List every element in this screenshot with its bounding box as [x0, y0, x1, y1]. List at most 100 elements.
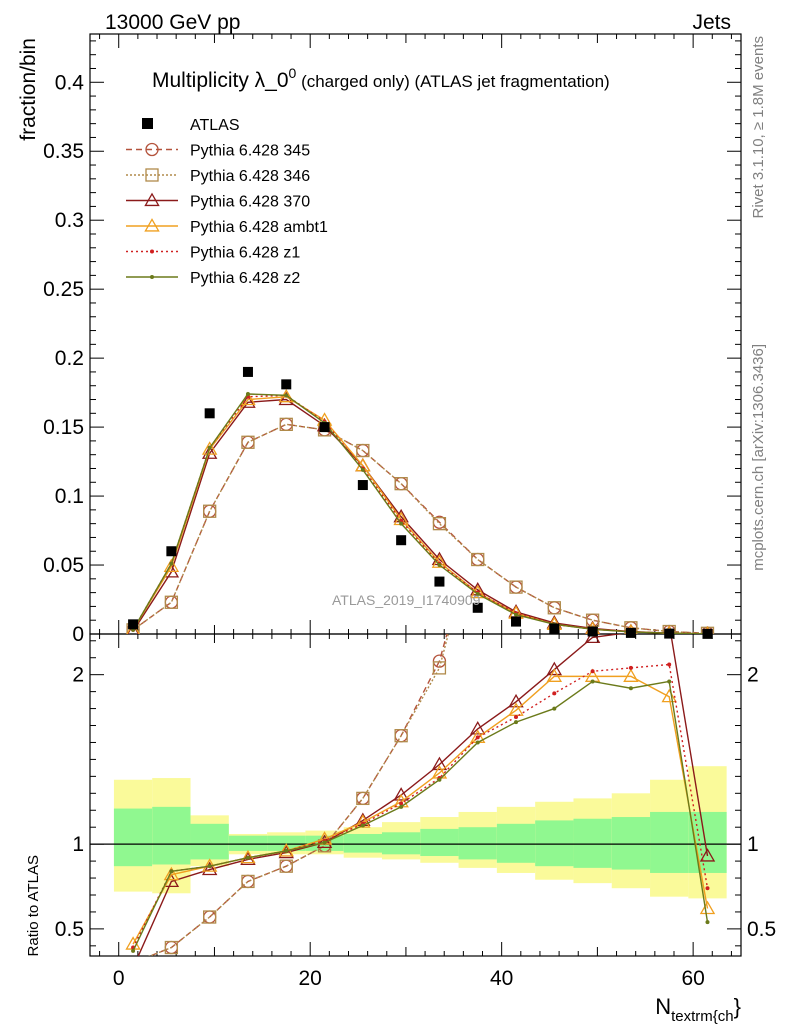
- chart-title-sup: 0: [289, 65, 297, 81]
- atlas-data-point: [549, 623, 560, 634]
- ratio-point-pythia-6-428-346: [164, 940, 179, 955]
- rivet-version-label: Rivet 3.1.10, ≥ 1.8M events: [750, 36, 767, 219]
- ratio-line-pythia-6-428-z2: [132, 680, 709, 952]
- ratio-line-pythia-6-428-345: [148, 634, 448, 956]
- stat-band-bin: [535, 820, 574, 867]
- ratio-point-pythia-6-428-ambt1: [699, 900, 716, 915]
- legend-marker-pythia-6-428-346: [145, 168, 159, 182]
- ratio-point-pythia-6-428-370: [470, 720, 486, 735]
- series-point-pythia-6-428-z2: [169, 561, 174, 566]
- ratio-point-pythia-6-428-346: [279, 859, 293, 873]
- stat-band-bin: [190, 823, 229, 860]
- stat-band-bin: [650, 811, 689, 873]
- ratio-point-pythia-6-428-z1: [552, 691, 557, 696]
- ratio-tick-label-right: 0.5: [747, 918, 776, 941]
- stat-band-bin: [496, 823, 536, 863]
- ratio-point-pythia-6-428-z1: [399, 801, 404, 806]
- atlas-data-point: [434, 576, 445, 587]
- legend-label-pythia-6-428-ambt1: Pythia 6.428 ambt1: [190, 219, 328, 236]
- series-point-pythia-6-428-346: [356, 443, 370, 458]
- legend-label-pythia-6-428-370: Pythia 6.428 370: [190, 194, 310, 211]
- series-point-pythia-6-428-346: [509, 580, 523, 594]
- series-point-pythia-6-428-z2: [360, 467, 365, 472]
- y-tick-label: 0.35: [43, 140, 84, 163]
- series-point-pythia-6-428-370: [126, 623, 140, 634]
- ratio-point-pythia-6-428-ambt1: [163, 866, 180, 881]
- atlas-data-point: [472, 602, 483, 613]
- x-axis-label: Ntextrm{ch}: [655, 994, 741, 1024]
- ratio-point-pythia-6-428-370: [393, 787, 409, 801]
- atlas-data-point: [242, 366, 253, 377]
- series-point-pythia-6-428-345: [585, 613, 600, 627]
- y-tick-label: 0.15: [43, 416, 84, 439]
- ratio-point-pythia-6-428-346: [432, 661, 447, 675]
- series-point-pythia-6-428-346: [432, 517, 447, 531]
- x-axis-label-sub: textrm{ch: [671, 1008, 734, 1024]
- header-energy-label: 13000 GeV pp: [105, 11, 240, 34]
- legend-label-pythia-6-428-345: Pythia 6.428 345: [190, 143, 310, 160]
- ratio-point-pythia-6-428-ambt1: [623, 668, 639, 682]
- analysis-watermark: ATLAS_2019_I1740909: [332, 592, 481, 608]
- ratio-point-pythia-6-428-z2: [284, 848, 289, 853]
- ratio-point-pythia-6-428-z2: [322, 840, 327, 845]
- atlas-data-point: [396, 535, 407, 546]
- ratio-point-pythia-6-428-z2: [667, 679, 672, 684]
- ratio-line-pythia-6-428-346: [148, 634, 450, 956]
- series-point-pythia-6-428-ambt1: [163, 558, 180, 573]
- ratio-point-pythia-6-428-370: [584, 634, 601, 643]
- legend-marker-atlas: [142, 118, 153, 129]
- atlas-data-point: [281, 379, 292, 390]
- series-line-pythia-6-428-z1: [132, 394, 708, 634]
- series-point-pythia-6-428-z2: [207, 445, 212, 450]
- atlas-data-point: [357, 480, 368, 491]
- ratio-y-axis-label: Ratio to ATLAS: [25, 855, 42, 956]
- x-tick-label: 20: [299, 967, 322, 990]
- ratio-tick-label-left: 0.5: [55, 918, 84, 941]
- series-point-pythia-6-428-370: [201, 445, 218, 459]
- stat-band-bin: [573, 818, 612, 868]
- atlas-data-point: [587, 626, 598, 637]
- ratio-point-pythia-6-428-z1: [514, 715, 519, 720]
- ratio-point-pythia-6-428-346: [241, 874, 255, 889]
- chart-title: Multiplicity λ_00 (charged only) (ATLAS …: [152, 65, 610, 92]
- x-tick-label: 0: [113, 967, 125, 990]
- series-point-pythia-6-428-346: [279, 417, 293, 431]
- x-axis-label-main: N: [655, 994, 671, 1019]
- ratio-point-pythia-6-428-z1: [590, 669, 595, 674]
- series-point-pythia-6-428-346: [203, 504, 217, 518]
- series-point-pythia-6-428-346: [471, 552, 485, 567]
- x-axis-label-tail: }: [734, 994, 741, 1019]
- y-tick-label: 0.4: [55, 71, 85, 94]
- series-point-pythia-6-428-z2: [475, 592, 480, 596]
- series-point-pythia-6-428-346: [394, 477, 408, 491]
- ratio-point-pythia-6-428-z2: [552, 706, 557, 711]
- legend: ATLAS Pythia 6.428 345 Pythia 6.428 346 Pyt…: [126, 117, 328, 287]
- ratio-point-pythia-6-428-z2: [475, 740, 480, 745]
- legend-label-pythia-6-428-z1: Pythia 6.428 z1: [190, 245, 300, 262]
- series-point-pythia-6-428-345: [547, 601, 561, 615]
- stat-band-bin: [343, 833, 382, 853]
- y-tick-label: 0: [72, 623, 84, 646]
- ratio-point-pythia-6-428-ambt1: [661, 688, 677, 703]
- atlas-data-point: [128, 619, 139, 630]
- ratio-point-pythia-6-428-370: [699, 848, 716, 862]
- y-tick-label: 0.1: [55, 485, 84, 508]
- ratio-line-pythia-6-428-370: [137, 634, 709, 956]
- chart-title-main: Multiplicity λ_0: [152, 69, 289, 92]
- mc-series-group: [125, 388, 716, 956]
- stat-band-bin: [228, 835, 268, 851]
- ratio-point-pythia-6-428-z2: [207, 864, 212, 869]
- atlas-data-point: [664, 628, 675, 639]
- series-point-pythia-6-428-346: [547, 601, 561, 615]
- plot-frames: [89, 33, 742, 957]
- series-line-pythia-6-428-z2: [132, 393, 708, 634]
- ratio-point-pythia-6-428-z1: [475, 735, 480, 740]
- legend-marker-pythia-6-428-z2: [150, 275, 154, 279]
- legend-label-pythia-6-428-z2: Pythia 6.428 z2: [190, 270, 300, 287]
- mcplots-label: mcplots.cern.ch [arXiv:1306.3436]: [750, 344, 767, 571]
- chart-title-rest: (charged only) (ATLAS jet fragmentation): [296, 72, 609, 91]
- atlas-data-point: [625, 627, 636, 638]
- legend-marker-pythia-6-428-z1: [150, 249, 154, 254]
